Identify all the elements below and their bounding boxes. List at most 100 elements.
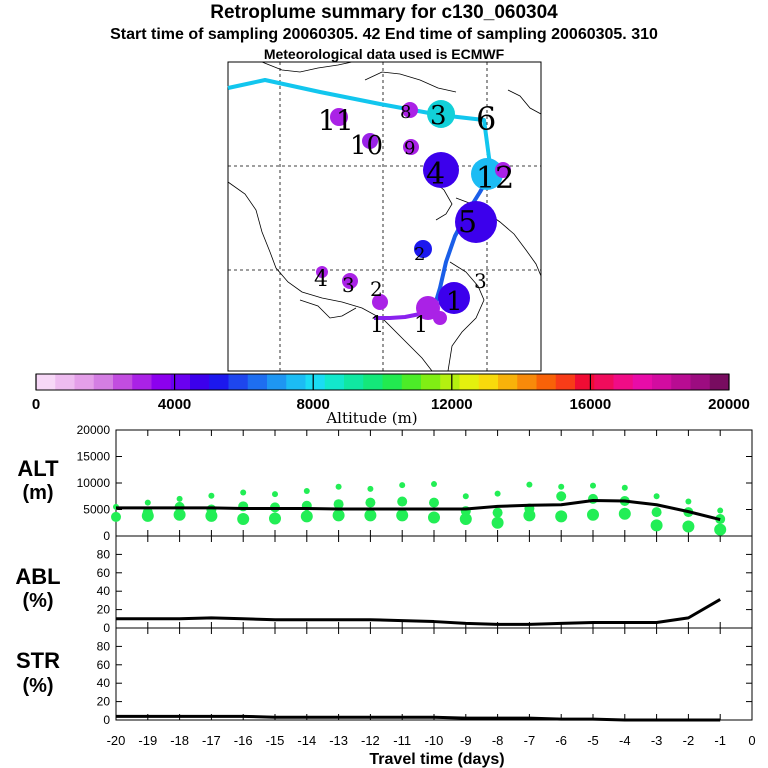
altitude-dot xyxy=(558,483,565,490)
day-label: 9 xyxy=(404,138,415,159)
day-label: 2 xyxy=(370,277,383,301)
colorbar-cell xyxy=(113,374,133,390)
travel-time-axis: -20 -19 -18 -17 -16 -15 -14 -13 -12 -11 -10 -9 -8 -7-… xyxy=(107,733,756,768)
panel-unit: (%) xyxy=(22,675,53,697)
panel-str: 0 20 40 60 80 STR(%) xyxy=(16,627,753,727)
colorbar-cell xyxy=(190,374,210,390)
altitude-dot xyxy=(111,511,121,522)
day-label: 12 xyxy=(476,161,514,196)
x-tick-label: -18 xyxy=(170,733,189,748)
colorbar-tick-label: 4000 xyxy=(158,396,191,413)
y-tick-label: 10000 xyxy=(77,476,111,490)
y-tick-label: 20 xyxy=(97,603,111,617)
altitude-dot xyxy=(650,519,663,532)
altitude-dot xyxy=(491,516,504,529)
panel-label: STR xyxy=(16,648,60,673)
altitude-dot xyxy=(555,510,568,523)
colorbar-tick-label: 0 xyxy=(32,396,40,413)
altitude-dot xyxy=(685,498,692,505)
colorbar-cell xyxy=(55,374,75,390)
day-label: 3 xyxy=(474,269,487,293)
colorbar-cell xyxy=(536,374,557,390)
colorbar-cell xyxy=(286,374,306,390)
x-axis-label: Travel time (days) xyxy=(369,751,504,768)
altitude-dot xyxy=(459,513,472,526)
meteorological-data-line: Meteorological data used is ECMWF xyxy=(263,46,505,62)
x-tick-label: -3 xyxy=(651,733,663,748)
altitude-dot xyxy=(332,509,345,522)
colorbar-cell xyxy=(305,374,326,390)
plume-marker xyxy=(438,282,470,314)
colorbar-cell xyxy=(170,374,191,390)
altitude-dot xyxy=(269,512,281,525)
day-label: 1 xyxy=(370,313,384,338)
colorbar-ticks: 0 4000 8000 12000 16000 20000 xyxy=(32,374,750,413)
y-tick-label: 0 xyxy=(103,713,110,727)
day-label: 5 xyxy=(458,205,477,240)
altitude-dot xyxy=(590,482,596,489)
y-tick-label: 0 xyxy=(103,529,110,543)
altitude-dot xyxy=(205,509,218,522)
colorbar-cell xyxy=(652,374,672,390)
x-tick-label: -9 xyxy=(460,733,472,748)
day-label: 2 xyxy=(414,244,425,265)
altitude-dot xyxy=(399,482,406,489)
colorbar-cell xyxy=(247,374,268,390)
colorbar-cell xyxy=(613,374,634,390)
colorbar-tick-label: 16000 xyxy=(570,396,612,413)
altitude-dot xyxy=(429,497,439,508)
altitude-dot xyxy=(428,511,440,524)
x-tick-label: -5 xyxy=(587,733,599,748)
panel-frame xyxy=(115,535,753,629)
colorbar-cell xyxy=(401,374,422,390)
altitude-dot xyxy=(396,509,409,522)
colorbar-cell xyxy=(517,374,537,390)
altitude-dot xyxy=(651,507,662,518)
colorbar-cell xyxy=(151,374,172,390)
altitude-dot xyxy=(272,491,278,498)
colorbar-cell xyxy=(209,374,229,390)
altitude-dot xyxy=(587,508,599,521)
altitude-colorbar: 0 4000 8000 12000 16000 20000 Altitude (m) xyxy=(32,373,750,427)
colorbar-cell xyxy=(228,374,249,390)
altitude-dot xyxy=(682,520,695,533)
day-label: 1 xyxy=(446,287,463,317)
x-tick-label: -16 xyxy=(234,733,253,748)
altitude-dot xyxy=(333,499,344,510)
panel-label: ABL xyxy=(15,564,60,589)
altitude-dot xyxy=(237,513,250,526)
coastline xyxy=(227,181,433,372)
panel-unit: (m) xyxy=(22,482,53,504)
coastline xyxy=(299,299,357,319)
sampling-time-subtitle: Start time of sampling 20060305. 42 End … xyxy=(110,26,658,43)
y-tick-label: 60 xyxy=(97,566,111,580)
plume-marker xyxy=(423,152,459,188)
day-label: 10 xyxy=(350,131,383,161)
x-tick-label: 0 xyxy=(748,733,755,748)
altitude-dot xyxy=(714,523,727,536)
panel-unit: (%) xyxy=(22,590,53,612)
track-blue xyxy=(432,177,490,309)
altitude-dot xyxy=(462,493,469,500)
altitude-dot xyxy=(303,487,310,494)
colorbar-cell xyxy=(324,374,345,390)
colorbar-cell xyxy=(382,374,403,390)
colorbar-cell xyxy=(93,374,114,390)
colorbar-cell xyxy=(690,374,711,390)
altitude-dot xyxy=(367,485,374,492)
x-tick-label: -17 xyxy=(202,733,221,748)
x-tick-label: -12 xyxy=(361,733,380,748)
panel-abl: 0 20 40 60 80 ABL(%) xyxy=(15,535,753,635)
altitude-dot xyxy=(556,491,567,502)
colorbar-cell xyxy=(421,374,441,390)
day-label: 4 xyxy=(314,267,328,292)
time-series-panels: 05000100001500020000ALT(m)020406080ABL(%… xyxy=(15,423,753,727)
altitude-dot xyxy=(621,484,628,491)
colorbar-cell xyxy=(440,374,460,390)
colorbar-cell xyxy=(267,374,287,390)
colorbar-cell xyxy=(594,374,614,390)
x-tick-label: -4 xyxy=(619,733,631,748)
